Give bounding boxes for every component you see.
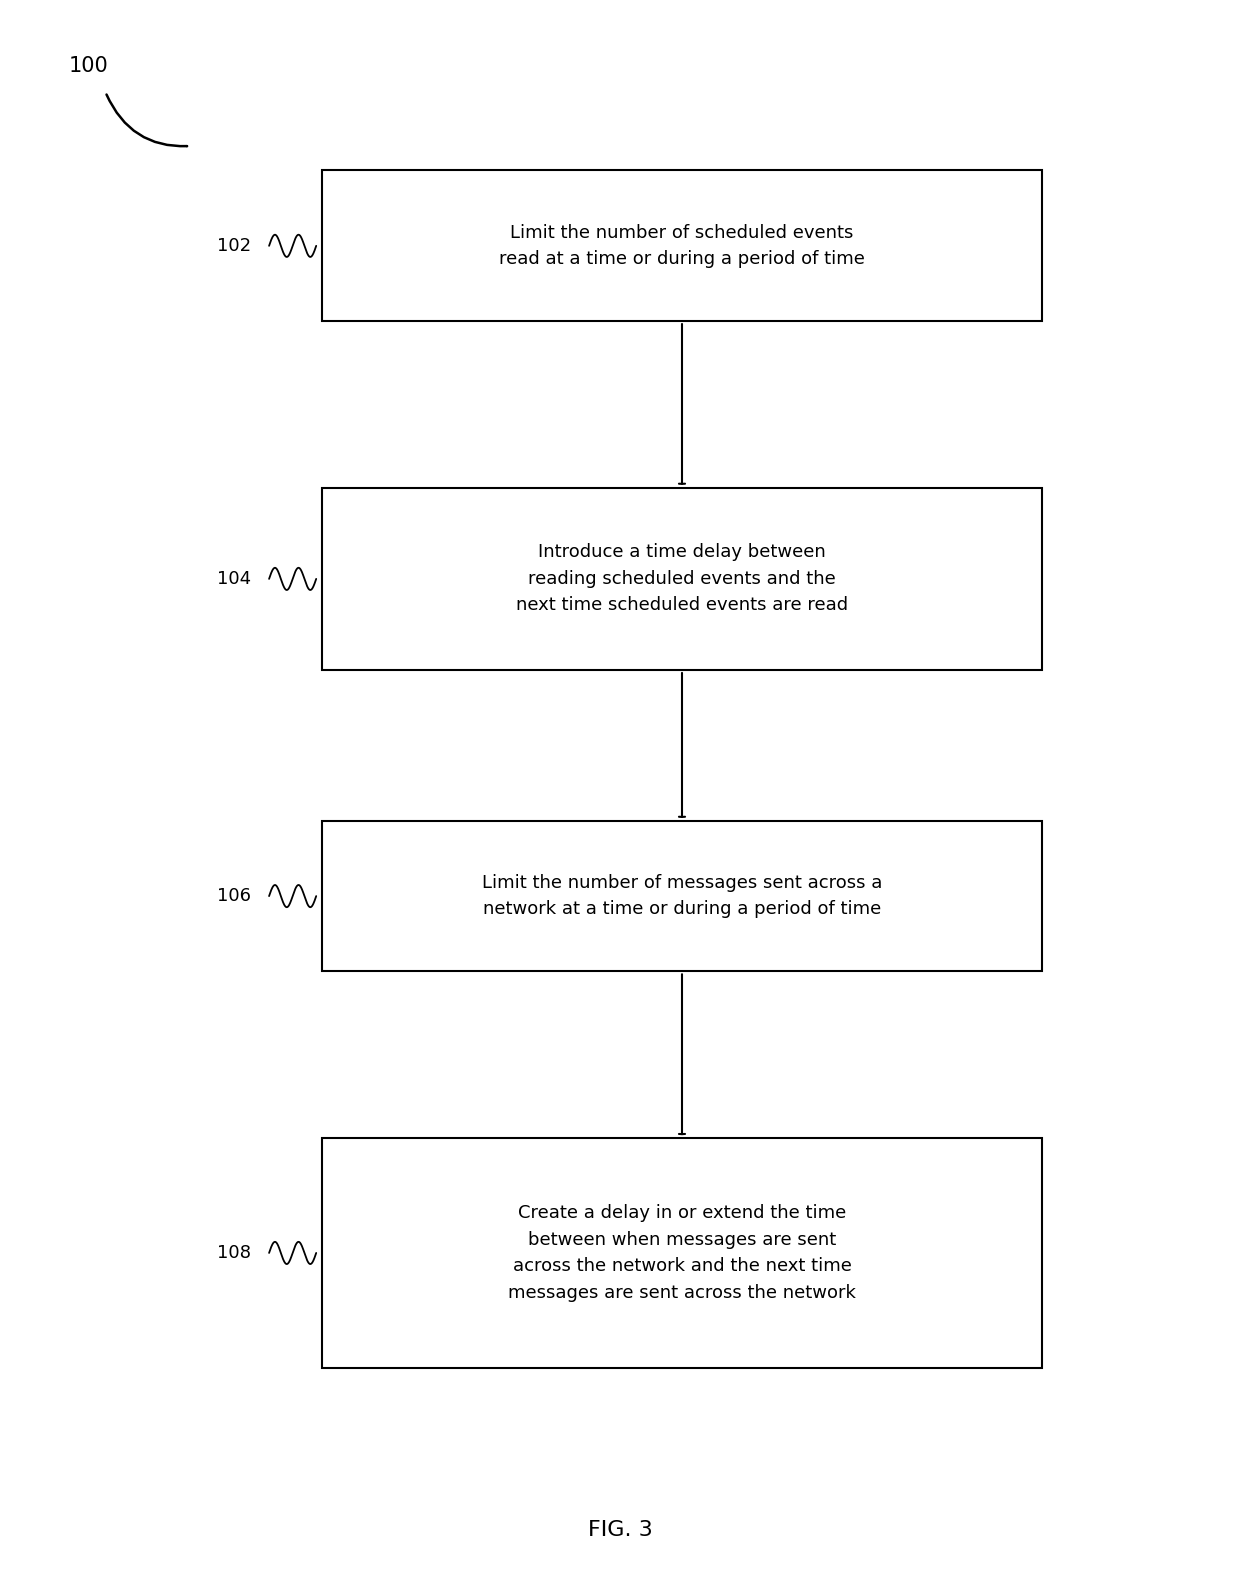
Text: 104: 104 bbox=[217, 569, 252, 588]
FancyArrowPatch shape bbox=[107, 95, 187, 146]
FancyBboxPatch shape bbox=[322, 488, 1042, 669]
Text: Limit the number of scheduled events
read at a time or during a period of time: Limit the number of scheduled events rea… bbox=[498, 224, 866, 268]
Text: Create a delay in or extend the time
between when messages are sent
across the n: Create a delay in or extend the time bet… bbox=[508, 1204, 856, 1302]
Text: FIG. 3: FIG. 3 bbox=[588, 1521, 652, 1540]
FancyBboxPatch shape bbox=[322, 1139, 1042, 1367]
Text: 100: 100 bbox=[68, 56, 108, 76]
Text: 102: 102 bbox=[217, 236, 252, 255]
FancyBboxPatch shape bbox=[322, 171, 1042, 320]
Text: Introduce a time delay between
reading scheduled events and the
next time schedu: Introduce a time delay between reading s… bbox=[516, 544, 848, 614]
FancyBboxPatch shape bbox=[322, 820, 1042, 971]
Text: 108: 108 bbox=[217, 1243, 250, 1262]
Text: Limit the number of messages sent across a
network at a time or during a period : Limit the number of messages sent across… bbox=[482, 874, 882, 918]
Text: 106: 106 bbox=[217, 887, 250, 906]
